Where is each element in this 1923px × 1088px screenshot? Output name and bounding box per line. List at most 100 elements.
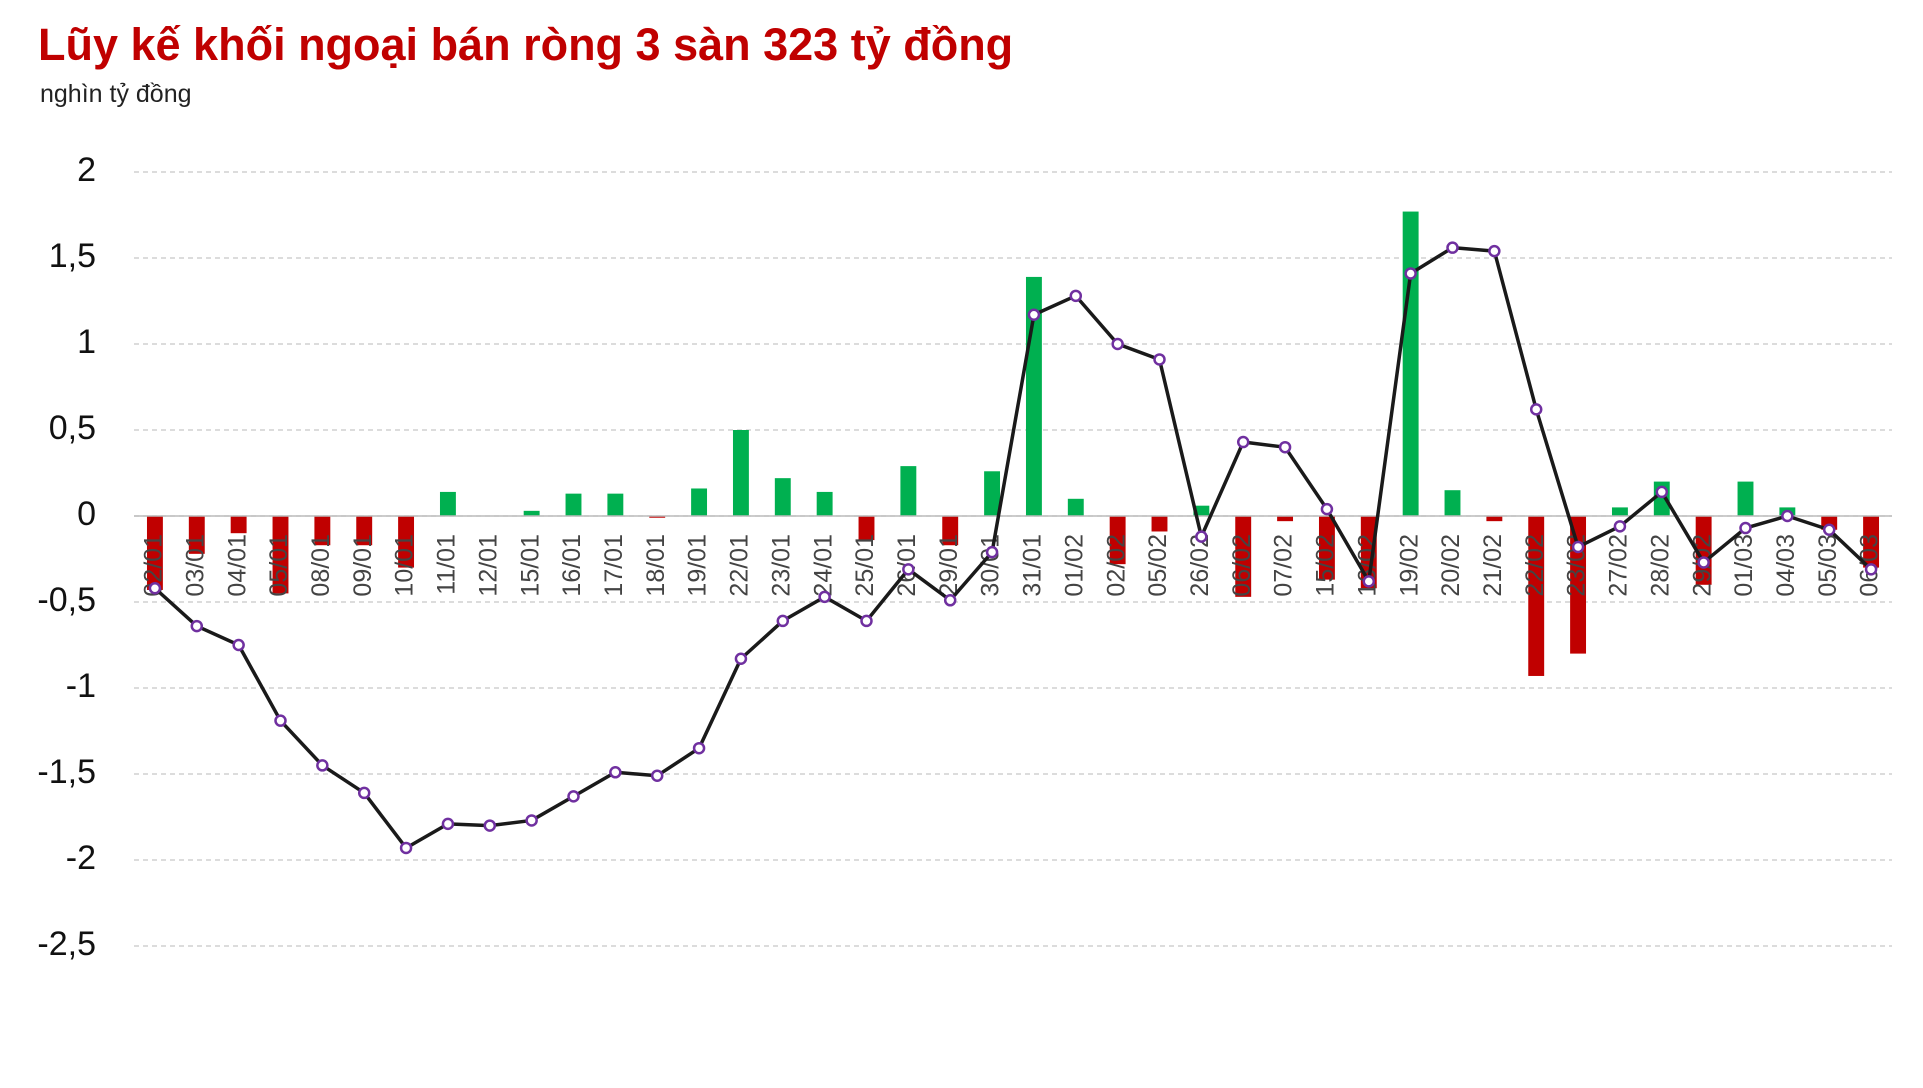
chart-subtitle: nghìn tỷ đồng (40, 80, 192, 108)
x-tick-label: 26/02 (1186, 534, 1214, 597)
bar (984, 471, 1001, 516)
line-marker (232, 638, 245, 652)
bar (607, 493, 624, 516)
line-marker (1822, 523, 1836, 537)
line-marker (860, 614, 873, 628)
x-tick-label: 05/03 (1814, 534, 1842, 597)
line-marker (1613, 520, 1627, 533)
line-marker (567, 790, 580, 803)
bar (1151, 516, 1168, 532)
line-marker (190, 619, 204, 633)
y-tick-label: -2 (66, 839, 96, 877)
y-tick-label: 0 (77, 495, 96, 533)
bar (1528, 516, 1545, 676)
line-marker (441, 817, 455, 831)
line-marker (1404, 267, 1417, 280)
x-tick-label: 06/02 (1228, 534, 1256, 597)
line (153, 245, 1873, 850)
x-tick-label: 28/02 (1646, 534, 1674, 597)
x-tick-label: 15/02 (1312, 534, 1340, 597)
line-marker (1111, 337, 1124, 351)
x-tick-label: 02/02 (1102, 534, 1130, 597)
bar (1109, 516, 1126, 565)
bar (356, 516, 373, 546)
bar (1067, 498, 1084, 516)
x-tick-label: 04/03 (1772, 534, 1800, 597)
line-marker (985, 545, 999, 559)
y-tick-label: 1,5 (49, 237, 96, 275)
bar (565, 493, 582, 516)
bar (1486, 516, 1503, 522)
line-marker (316, 759, 329, 772)
x-tick-label: 17/01 (600, 534, 628, 597)
bar (1193, 505, 1210, 516)
x-tick-label: 03/01 (181, 534, 209, 597)
x-tick-label: 05/01 (265, 534, 293, 597)
line-marker (1069, 289, 1083, 303)
bar (314, 516, 331, 546)
x-tick-label: 08/01 (307, 534, 335, 597)
x-tick-label: 19/01 (684, 534, 712, 597)
x-tick-label: 31/01 (1019, 534, 1047, 597)
bar (1360, 516, 1377, 589)
x-tick-label: 01/02 (1060, 534, 1088, 597)
line-marker (1362, 575, 1376, 588)
y-tick-label: 2 (77, 151, 96, 189)
x-tick-label: 15/01 (516, 534, 544, 597)
bar (1318, 516, 1335, 580)
line-marker (357, 786, 371, 800)
line-marker (1278, 440, 1292, 454)
bar (1695, 516, 1712, 585)
line-marker (902, 563, 915, 576)
line-marker (1864, 563, 1878, 576)
bar (1863, 516, 1880, 568)
line-marker (525, 814, 538, 827)
line-marker (776, 614, 790, 628)
x-tick-label: 24/01 (809, 534, 837, 597)
bar (439, 491, 456, 516)
y-tick-label: -2,5 (37, 925, 96, 963)
bar (398, 516, 415, 568)
bar (691, 488, 708, 516)
x-tick-label: 04/01 (223, 534, 251, 597)
x-tick-label: 07/02 (1270, 534, 1298, 597)
line-marker (1195, 530, 1208, 543)
chart-title: Lũy kế khối ngoại bán ròng 3 sàn 323 tỷ … (38, 19, 1013, 70)
x-tick-label: 11/01 (433, 534, 461, 595)
line-marker (1027, 308, 1041, 322)
x-tick-label: 18/01 (642, 534, 670, 597)
bar (523, 510, 540, 516)
bar (1444, 490, 1461, 516)
line-marker (650, 769, 664, 782)
line-marker (692, 741, 706, 755)
x-tick-label: 05/02 (1144, 534, 1172, 597)
x-tick-label: 25/01 (851, 534, 879, 597)
y-tick-label: 1 (77, 323, 96, 361)
line-marker (1571, 540, 1585, 554)
line-marker (609, 766, 622, 779)
x-tick-label: 22/01 (726, 534, 754, 597)
line-marker (148, 581, 162, 595)
x-tick-label: 01/03 (1730, 534, 1758, 597)
bar (900, 466, 917, 516)
bar (1235, 516, 1252, 597)
x-tick-label: 22/02 (1521, 534, 1549, 597)
x-tick-label: 16/01 (558, 534, 586, 597)
line-marker (818, 590, 831, 604)
line-marker (734, 652, 748, 666)
bar (188, 516, 205, 554)
bar (942, 516, 959, 546)
x-tick-label: 19/02 (1395, 534, 1423, 597)
line-marker (274, 714, 287, 727)
x-tick-label: 20/02 (1437, 534, 1465, 597)
y-tick-label: -1 (66, 667, 96, 705)
bar (816, 491, 833, 516)
x-tick-label: 27/02 (1605, 534, 1633, 597)
bar (649, 516, 666, 518)
line-marker (1236, 435, 1250, 449)
x-tick-label: 29/01 (935, 534, 963, 597)
bar (1611, 507, 1628, 516)
line-marker (1153, 353, 1166, 366)
bar (858, 516, 875, 541)
line-marker (399, 841, 413, 855)
